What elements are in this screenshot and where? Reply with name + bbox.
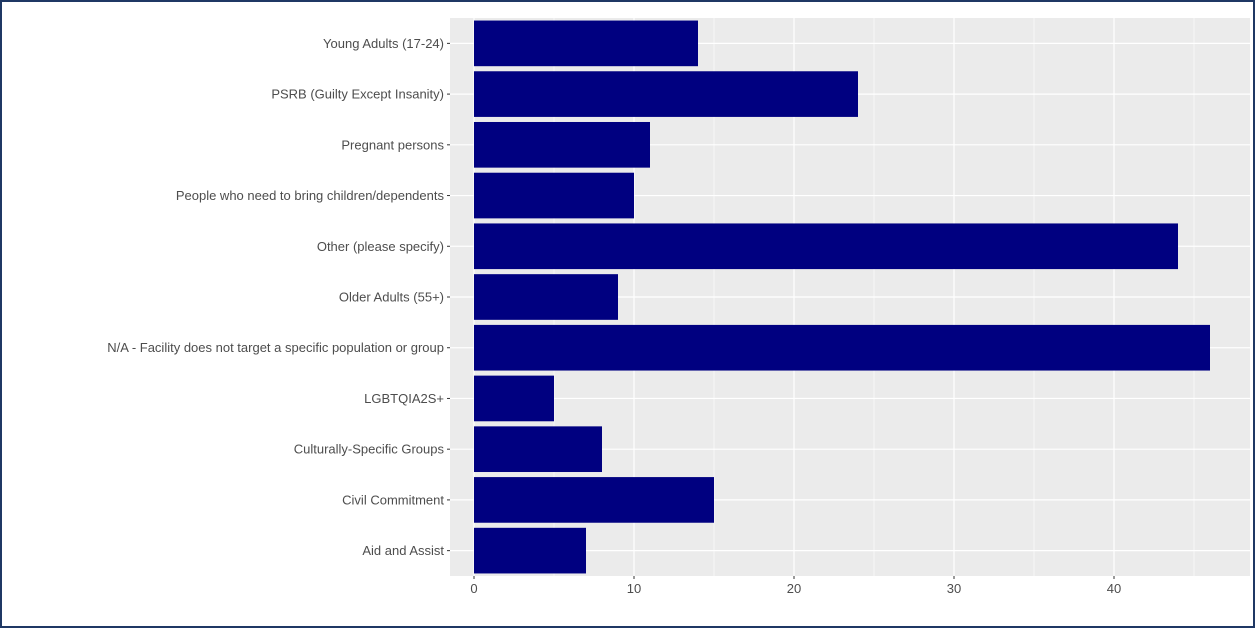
bar — [474, 20, 698, 67]
bar — [474, 172, 634, 219]
bars — [474, 20, 1210, 574]
bar — [474, 121, 650, 168]
bar — [474, 71, 858, 117]
bar — [474, 223, 1178, 270]
y-tick-label: Culturally-Specific Groups — [294, 442, 445, 457]
y-axis: Young Adults (17-24) PSRB (Guilty Except … — [107, 36, 450, 558]
x-tick-label: 10 — [627, 581, 641, 596]
bar — [474, 375, 554, 422]
y-tick-label: LGBTQIA2S+ — [364, 391, 444, 406]
y-tick-label: Pregnant persons — [341, 137, 444, 152]
y-tick-label: N/A - Facility does not target a specifi… — [107, 340, 444, 355]
y-tick-label: Young Adults (17-24) — [323, 36, 444, 51]
y-tick-label: Other (please specify) — [317, 239, 444, 254]
x-tick-label: 30 — [947, 581, 961, 596]
bar — [474, 324, 1210, 371]
x-tick-label: 20 — [787, 581, 801, 596]
y-tick-label: Older Adults (55+) — [339, 290, 444, 305]
bar — [474, 527, 586, 574]
y-tick-label: PSRB (Guilty Except Insanity) — [271, 87, 444, 102]
bar — [474, 274, 618, 320]
y-tick-label: People who need to bring children/depend… — [176, 188, 445, 203]
bar — [474, 426, 602, 473]
bar — [474, 477, 714, 523]
x-tick-label: 40 — [1107, 581, 1121, 596]
x-axis: 0 10 20 30 40 — [470, 576, 1121, 596]
x-tick-label: 0 — [470, 581, 477, 596]
y-tick-label: Civil Commitment — [342, 492, 444, 507]
y-tick-label: Aid and Assist — [362, 543, 444, 558]
